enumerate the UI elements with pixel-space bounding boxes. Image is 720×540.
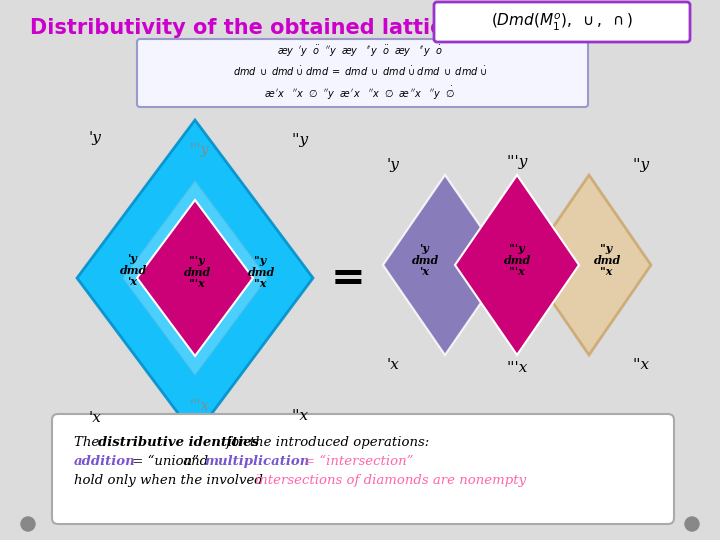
Polygon shape (527, 175, 651, 355)
FancyBboxPatch shape (434, 2, 690, 42)
Text: 'y
dmd
'x: 'y dmd 'x (411, 242, 438, 278)
Text: hold only when the involved: hold only when the involved (74, 474, 267, 487)
Polygon shape (77, 120, 313, 436)
Text: intersections of diamonds are nonempty: intersections of diamonds are nonempty (255, 474, 526, 487)
Text: '''y
dmd
'''x: '''y dmd '''x (503, 242, 531, 278)
Text: ''x: ''x (632, 358, 649, 372)
Text: ''y
dmd
''x: ''y dmd ''x (248, 254, 274, 289)
Text: addition: addition (74, 455, 136, 468)
Circle shape (21, 517, 35, 531)
Text: and: and (179, 455, 212, 468)
Text: distributive identities: distributive identities (98, 436, 259, 449)
Text: The: The (74, 436, 104, 449)
Text: ''y: ''y (292, 133, 309, 147)
Text: 'x: 'x (387, 358, 400, 372)
Polygon shape (137, 200, 253, 356)
Polygon shape (383, 175, 507, 355)
Text: 'y
dmd
'x: 'y dmd 'x (120, 253, 147, 287)
Polygon shape (123, 181, 267, 375)
Text: '''x: '''x (189, 399, 209, 413)
Text: 'y: 'y (89, 131, 102, 145)
Text: ''y: ''y (632, 158, 649, 172)
Text: '''x: '''x (506, 361, 528, 375)
Text: 'y: 'y (387, 158, 400, 172)
Text: multiplication: multiplication (204, 455, 310, 468)
Text: ''x: ''x (292, 409, 309, 423)
Text: =: = (330, 257, 365, 299)
Text: Distributivity of the obtained lattice: Distributivity of the obtained lattice (30, 18, 456, 38)
Text: for the introduced operations:: for the introduced operations: (222, 436, 429, 449)
FancyBboxPatch shape (52, 414, 674, 524)
Text: ''y
dmd
''x: ''y dmd ''x (593, 242, 621, 278)
Polygon shape (455, 175, 579, 355)
Text: $\mathit{\ae y}$  $'y$  $\ddot{o}$  $''y$  $\mathit{\ae y}$   $''y$  $\ddot{o}$ : $\mathit{\ae y}$ $'y$ $\ddot{o}$ $''y$ $… (233, 44, 487, 102)
Text: '''y
dmd
'''x: '''y dmd '''x (184, 254, 211, 289)
Text: = “intersection”: = “intersection” (304, 455, 413, 468)
Text: 'x: 'x (89, 411, 102, 425)
Circle shape (685, 517, 699, 531)
Text: $(Dmd(M_1^o),\ \cup,\ \cap)$: $(Dmd(M_1^o),\ \cup,\ \cap)$ (491, 11, 633, 32)
FancyBboxPatch shape (137, 39, 588, 107)
Text: '''y: '''y (506, 155, 528, 169)
Text: '''y: '''y (189, 143, 209, 157)
Text: = “union”: = “union” (128, 455, 199, 468)
